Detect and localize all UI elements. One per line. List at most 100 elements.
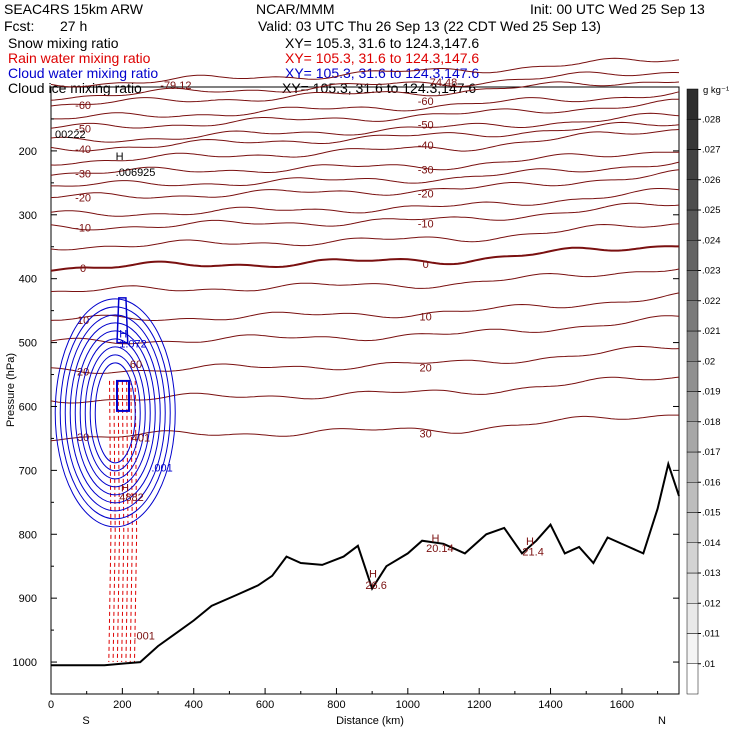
y-tick-label: 300 [19,210,37,222]
temperature-contour-label: 30 [77,432,89,444]
cloud-water-contour [79,338,151,488]
colorbar-tick-label: .021 [702,326,721,337]
temperature-contour-label: -40 [418,140,434,152]
header-init: Init: 00 UTC Wed 25 Sep 13 [530,1,705,17]
terrain-line [51,460,680,667]
colorbar-cell [686,330,699,362]
annotation-label: 1.072 [119,339,147,351]
temperature-contour-label: -60 [418,96,434,108]
annotation-label: H [431,533,439,545]
temperature-contour-label: 0 [80,263,86,275]
temperature-contour-line [50,202,680,231]
annotation-label: .006925 [116,167,156,179]
y-tick-label: 700 [19,465,37,477]
temperature-contour-label: 20 [420,362,432,374]
x-axis-label: Distance (km) [336,715,404,727]
temperature-contour-line [50,57,680,88]
legend-cloudwater: Cloud water mixing ratio [8,65,158,81]
temperature-contour-label: -30 [75,168,91,180]
annotation-label: 60 [130,359,142,371]
cloud-water-contour [69,322,161,504]
colorbar-tick-label: .014 [702,538,721,549]
temperature-contour-line [50,151,680,176]
colorbar-tick-label: .015 [702,508,721,519]
temperature-contour-line [50,71,680,101]
x-tick-label: 1600 [610,699,634,711]
annotation-label: H [116,151,124,163]
header-fcst-label: Fcst: [4,18,34,34]
temperature-contour-line [50,121,680,152]
colorbar: .01 .011 .012 .013 .014 .015 .016 .017 .018 .019.… [686,88,721,695]
legend-cloudice-xy: XY= 105.3, 31.6 to 124.3,147.6 [282,80,476,96]
contour-annotations: 00222H.006925H1.07260401.001H4882.001H26… [55,129,544,643]
y-tick-label: 200 [19,146,37,158]
temperature-contour-label: -10 [418,219,434,231]
annotation-label: 00222 [55,129,86,141]
x-tick-label: 600 [256,699,274,711]
terrain-path [51,460,680,667]
temperature-contour-label: -20 [418,189,434,201]
colorbar-cell [686,209,699,241]
colorbar-cell [686,542,699,574]
annotation-label: H [526,536,534,548]
colorbar-tick-label: .02 [702,356,715,367]
legend-snow: Snow mixing ratio [8,35,119,51]
x-tick-label: 1400 [538,699,562,711]
temperature-contour-label: 10 [77,315,89,327]
colorbar-tick-label: .023 [702,266,721,277]
rain-water-contour [121,380,125,663]
colorbar-tick-label: .016 [702,477,721,488]
legend-rain-xy: XY= 105.3, 31.6 to 124.3,147.6 [285,50,479,66]
y-tick-label: 600 [19,401,37,413]
x-tick-label: 1200 [467,699,491,711]
colorbar-tick-label: .018 [702,417,721,428]
colorbar-tick-label: .011 [702,629,720,640]
colorbar-cell [686,179,699,211]
annotation-label: 20.14 [426,543,454,555]
colorbar-cell [686,240,699,271]
x-tick-label: 0 [48,699,54,711]
temperature-contour-line [50,81,680,107]
y-tick-label: 400 [19,274,37,286]
temperature-contour-line [50,98,679,129]
annotation-label: .001 [134,631,155,643]
temperature-contour-label: 10 [420,311,432,323]
x-axis: 0 200 400 600 800 1000 1200 1400 1600 [48,688,659,711]
temperature-contour-line [50,129,680,166]
y-tick-label: 900 [19,593,37,605]
rain-water-contour [129,380,133,663]
colorbar-tick-label: .027 [702,145,721,156]
colorbar-tick-label: .017 [702,447,721,458]
annotation-label: 401 [132,433,150,445]
temperature-contour-line [50,268,680,292]
colorbar-cell [686,421,699,453]
temperature-contour-line [50,223,680,251]
temperature-contour-line [50,112,680,143]
temperature-contour-label: -30 [418,164,434,176]
colorbar-tick-label: .024 [702,235,721,246]
colorbar-tick-label: .012 [702,598,721,609]
rain-water-contour [116,380,121,663]
temperature-contour-line [51,91,680,120]
plot-area: -79.12 74.48 -60 -60 -50 -50 -40 -40 -30 -30 -20 -2… [13,57,680,711]
colorbar-unit: g kg⁻¹ [703,85,729,96]
temperature-contour-line [50,292,680,321]
x-end-right-label: N [658,715,666,727]
plot-frame [50,86,680,695]
y-tick-label: 800 [19,529,37,541]
cloud-water-contour [54,298,176,528]
colorbar-cell [686,663,699,695]
temperature-contour-label: -10 [75,223,91,235]
annotation-label: .001 [151,463,172,475]
temperature-contour-label: 30 [420,428,432,440]
cloud-water-contour [84,346,146,480]
colorbar-cell [686,149,699,180]
legend-cloudice: Cloud ice mixing ratio [8,80,142,96]
colorbar-cell [686,300,699,332]
temperature-contour-line [50,414,679,442]
legend-snow-xy: XY= 105.3, 31.6 to 124.3,147.6 [285,35,479,51]
cloud-water-core [116,379,131,412]
cloud-water-upper [116,297,129,344]
header-center: NCAR/MMM [256,1,335,17]
